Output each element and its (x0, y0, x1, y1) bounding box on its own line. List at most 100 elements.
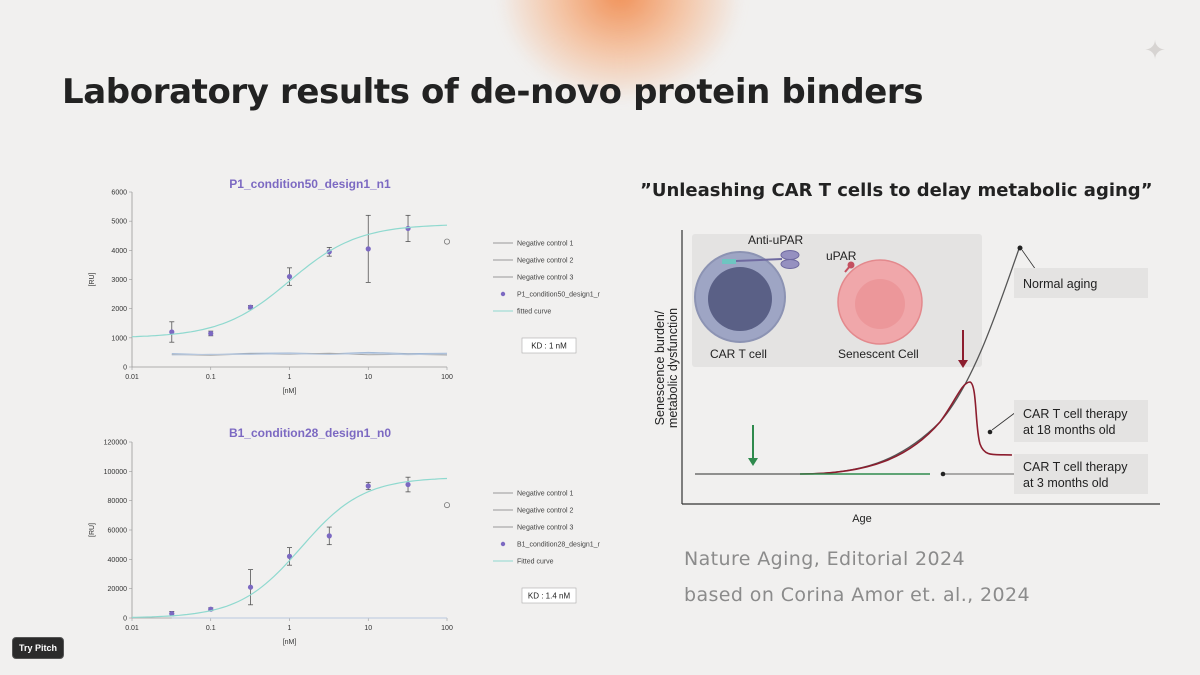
therapy-18-arrowhead (958, 360, 968, 368)
y-tick-label: 100000 (104, 469, 127, 476)
legend-label: P1_condition50_design1_n1 (517, 292, 600, 299)
chart-title: P1_condition50_design1_n1 (229, 177, 391, 191)
data-point (405, 481, 411, 488)
x-tick-label: 10 (364, 625, 372, 632)
x-tick-label: 10 (364, 374, 372, 381)
x-tick-label: 0.1 (206, 625, 216, 632)
normal-aging-leader (1021, 249, 1037, 271)
therapy-3-box (1014, 454, 1148, 494)
legend-label: Negative control 2 (517, 508, 574, 515)
legend-label: fitted curve (517, 309, 551, 316)
normal-aging-box (1014, 268, 1148, 298)
data-point (286, 553, 293, 559)
legend-marker (500, 291, 506, 297)
senescent-nucleus-icon (855, 279, 905, 329)
antibody-link-icon (735, 258, 783, 262)
x-tick-label: 0.1 (206, 374, 216, 381)
kd-label: KD : 1 nM (531, 342, 567, 351)
try-pitch-button[interactable]: Try Pitch (12, 637, 65, 659)
data-point (365, 246, 371, 252)
therapy-18-label-2: at 18 months old (1023, 423, 1115, 437)
y-tick-label: 20000 (108, 586, 128, 593)
data-point (247, 584, 254, 590)
pitch-logo-icon: ✦ (1144, 36, 1166, 66)
slide-title: Laboratory results of de-novo protein bi… (62, 72, 924, 112)
y-tick-label: 60000 (108, 528, 128, 535)
therapy-18-dot (987, 429, 993, 435)
citation-line-1: Nature Aging, Editorial 2024 (684, 548, 966, 570)
x-tick-label: 100 (441, 374, 453, 381)
x-tick-label: 1 (288, 374, 292, 381)
y-tick-label: 6000 (111, 190, 127, 197)
therapy-18-leader (991, 411, 1017, 431)
binding-chart-b1: B1_condition28_design1_n0 0 20000 40000 6000… (89, 426, 600, 646)
x-tick-label: 1 (288, 625, 292, 632)
legend-label: Negative control 1 (517, 241, 574, 248)
x-axis-label: [nM] (283, 639, 297, 646)
legend-label: Fitted curve (517, 559, 554, 566)
y-tick-label: 80000 (108, 498, 128, 505)
legend-label: Negative control 2 (517, 258, 574, 265)
car-t-cell-label: CAR T cell (710, 347, 767, 361)
legend-label: B1_condition28_design1_n0 (517, 542, 600, 549)
anti-upar-icon-2 (780, 259, 800, 269)
citation-line-2: based on Corina Amor et. al., 2024 (684, 584, 1030, 606)
upar-label: uPAR (826, 249, 857, 263)
negative-control-line (171, 352, 448, 356)
legend-marker (500, 541, 506, 547)
y-tick-label: 4000 (111, 248, 127, 255)
y-tick-label: 120000 (104, 440, 127, 447)
data-point (247, 304, 254, 310)
therapy-3-label-1: CAR T cell therapy (1023, 460, 1128, 474)
anti-upar-label: Anti-uPAR (748, 233, 803, 247)
y-tick-label: 40000 (108, 557, 128, 564)
y-tick-label: 0 (123, 365, 127, 372)
therapy-3-dot (940, 471, 946, 477)
receptor-icon (722, 259, 736, 264)
quote-heading: ”Unleashing CAR T cells to delay metabol… (640, 180, 1153, 201)
data-point (326, 533, 332, 539)
x-tick-label: 0.01 (125, 625, 139, 632)
y-tick-label: 2000 (111, 306, 127, 313)
kd-label: KD : 1.4 nM (528, 592, 571, 601)
therapy-3-label-2: at 3 months old (1023, 476, 1109, 490)
y-axis-label: [RU] (89, 272, 96, 286)
data-point (169, 329, 175, 335)
therapy-18-curve (799, 381, 1013, 475)
therapy-18-box (1014, 400, 1148, 442)
y-tick-label: 3000 (111, 277, 127, 284)
data-point (286, 273, 293, 280)
therapy-3-arrowhead (748, 458, 758, 466)
y-tick-label: 0 (123, 616, 127, 623)
chart-title: B1_condition28_design1_n0 (229, 426, 391, 440)
x-axis-label: [nM] (283, 388, 297, 395)
excluded-point (443, 502, 450, 509)
legend-label: Negative control 3 (517, 275, 574, 282)
normal-aging-dot (1017, 245, 1023, 251)
senescent-cell-label: Senescent Cell (838, 347, 919, 361)
figure-y-axis-label: Senescence burden/ (653, 310, 667, 425)
excluded-point (443, 238, 450, 245)
normal-aging-label: Normal aging (1023, 277, 1097, 291)
y-axis-label: [RU] (89, 523, 96, 537)
fitted-curve-line (131, 224, 448, 338)
figure-y-axis-label-2: metabolic dysfunction (666, 308, 680, 428)
fitted-curve-line (131, 477, 448, 618)
car-t-nucleus-icon (708, 267, 772, 331)
legend-label: Negative control 1 (517, 491, 574, 498)
figure-x-axis-label: Age (852, 513, 872, 525)
y-tick-label: 5000 (111, 219, 127, 226)
y-tick-label: 1000 (111, 335, 127, 342)
data-point (365, 483, 371, 489)
x-tick-label: 0.01 (125, 374, 139, 381)
data-point (208, 330, 214, 337)
legend-label: Negative control 3 (517, 525, 574, 532)
therapy-18-label-1: CAR T cell therapy (1023, 407, 1128, 421)
anti-upar-icon (780, 250, 800, 260)
upar-head-icon (847, 261, 855, 269)
car-t-aging-figure: Senescence burden/ metabolic dysfunction… (653, 230, 1160, 525)
data-point (169, 611, 175, 617)
kd-box (521, 587, 577, 604)
x-tick-label: 100 (441, 625, 453, 632)
binding-chart-p1: P1_condition50_design1_n1 0 1000 2000 3000 40… (89, 177, 600, 395)
